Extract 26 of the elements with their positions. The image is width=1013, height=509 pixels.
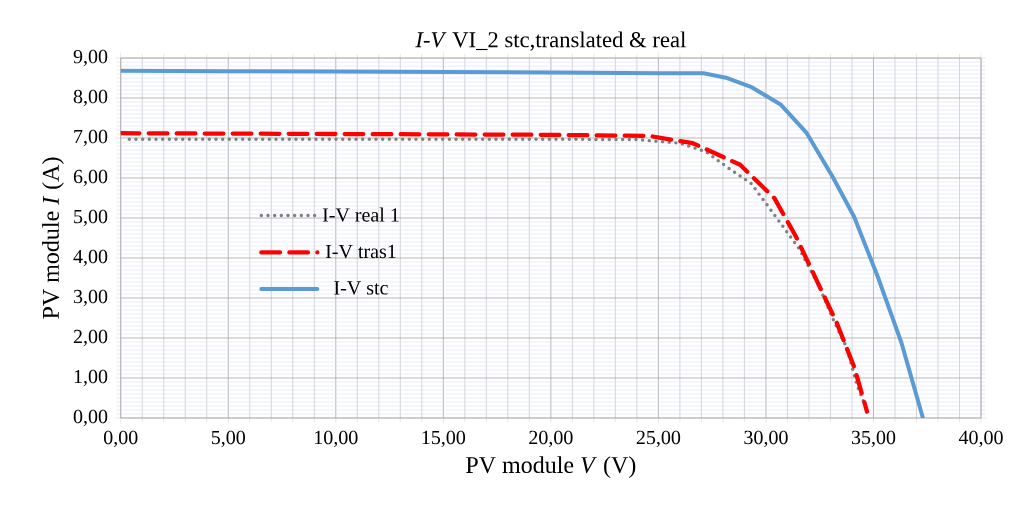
- x-tick-label: 25,00: [636, 430, 681, 448]
- x-tick-label: 30,00: [744, 430, 788, 448]
- x-tick-label: 15,00: [422, 430, 466, 448]
- y-tick-label: 5,00: [74, 209, 108, 227]
- y-tick-label: 2,00: [73, 329, 108, 347]
- x-axis-title: PV module V (V): [466, 456, 636, 478]
- x-tick-label: 20,00: [529, 430, 573, 448]
- legend-label: I-V real 1: [322, 207, 399, 222]
- y-tick-label: 7,00: [74, 129, 108, 147]
- x-tick-label: 5,00: [211, 430, 245, 448]
- chart-title: I-V VI_2 stc,translated & real: [415, 31, 686, 51]
- y-tick-label: 8,00: [73, 89, 108, 107]
- x-tick-label: 0,00: [103, 430, 138, 448]
- legend-label: I-V stc: [334, 281, 388, 295]
- y-tick-label: 6,00: [73, 169, 108, 187]
- x-tick-label: 10,00: [315, 430, 358, 448]
- y-tick-label: 9,00: [73, 49, 108, 67]
- legend-label: I-V tras1: [325, 244, 396, 259]
- x-tick-label: 40,00: [958, 430, 1003, 448]
- y-tick-label: 1,00: [74, 369, 108, 387]
- x-tick-label: 35,00: [851, 430, 896, 448]
- y-tick-label: 3,00: [73, 289, 108, 307]
- line-series: [120, 68, 925, 418]
- y-tick-label: 0,00: [73, 409, 108, 427]
- y-axis-title: PV module I (A): [42, 157, 64, 319]
- y-tick-label: 4,00: [73, 249, 108, 267]
